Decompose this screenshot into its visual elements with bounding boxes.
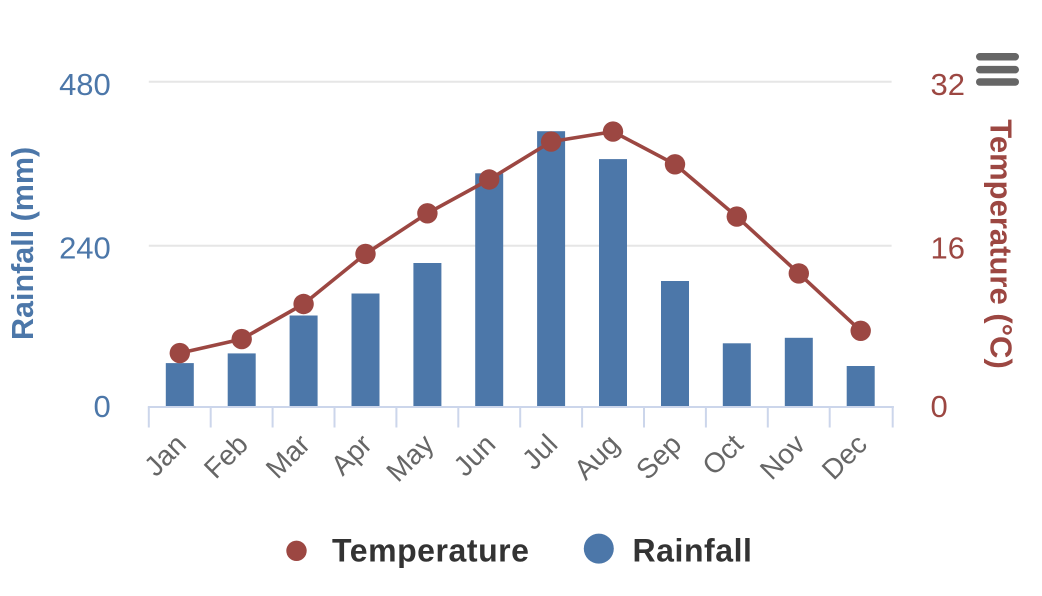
svg-text:240: 240 <box>59 231 111 266</box>
svg-text:Rainfall: Rainfall <box>633 533 753 569</box>
svg-text:0: 0 <box>94 389 111 424</box>
svg-text:Temperature: Temperature <box>332 533 530 569</box>
svg-text:16: 16 <box>931 231 965 266</box>
svg-text:Rainfall (mm): Rainfall (mm) <box>6 147 40 340</box>
svg-text:480: 480 <box>59 67 111 102</box>
svg-text:0: 0 <box>931 389 948 424</box>
svg-text:32: 32 <box>931 67 965 102</box>
svg-text:Temperature (°C): Temperature (°C) <box>984 119 1019 369</box>
